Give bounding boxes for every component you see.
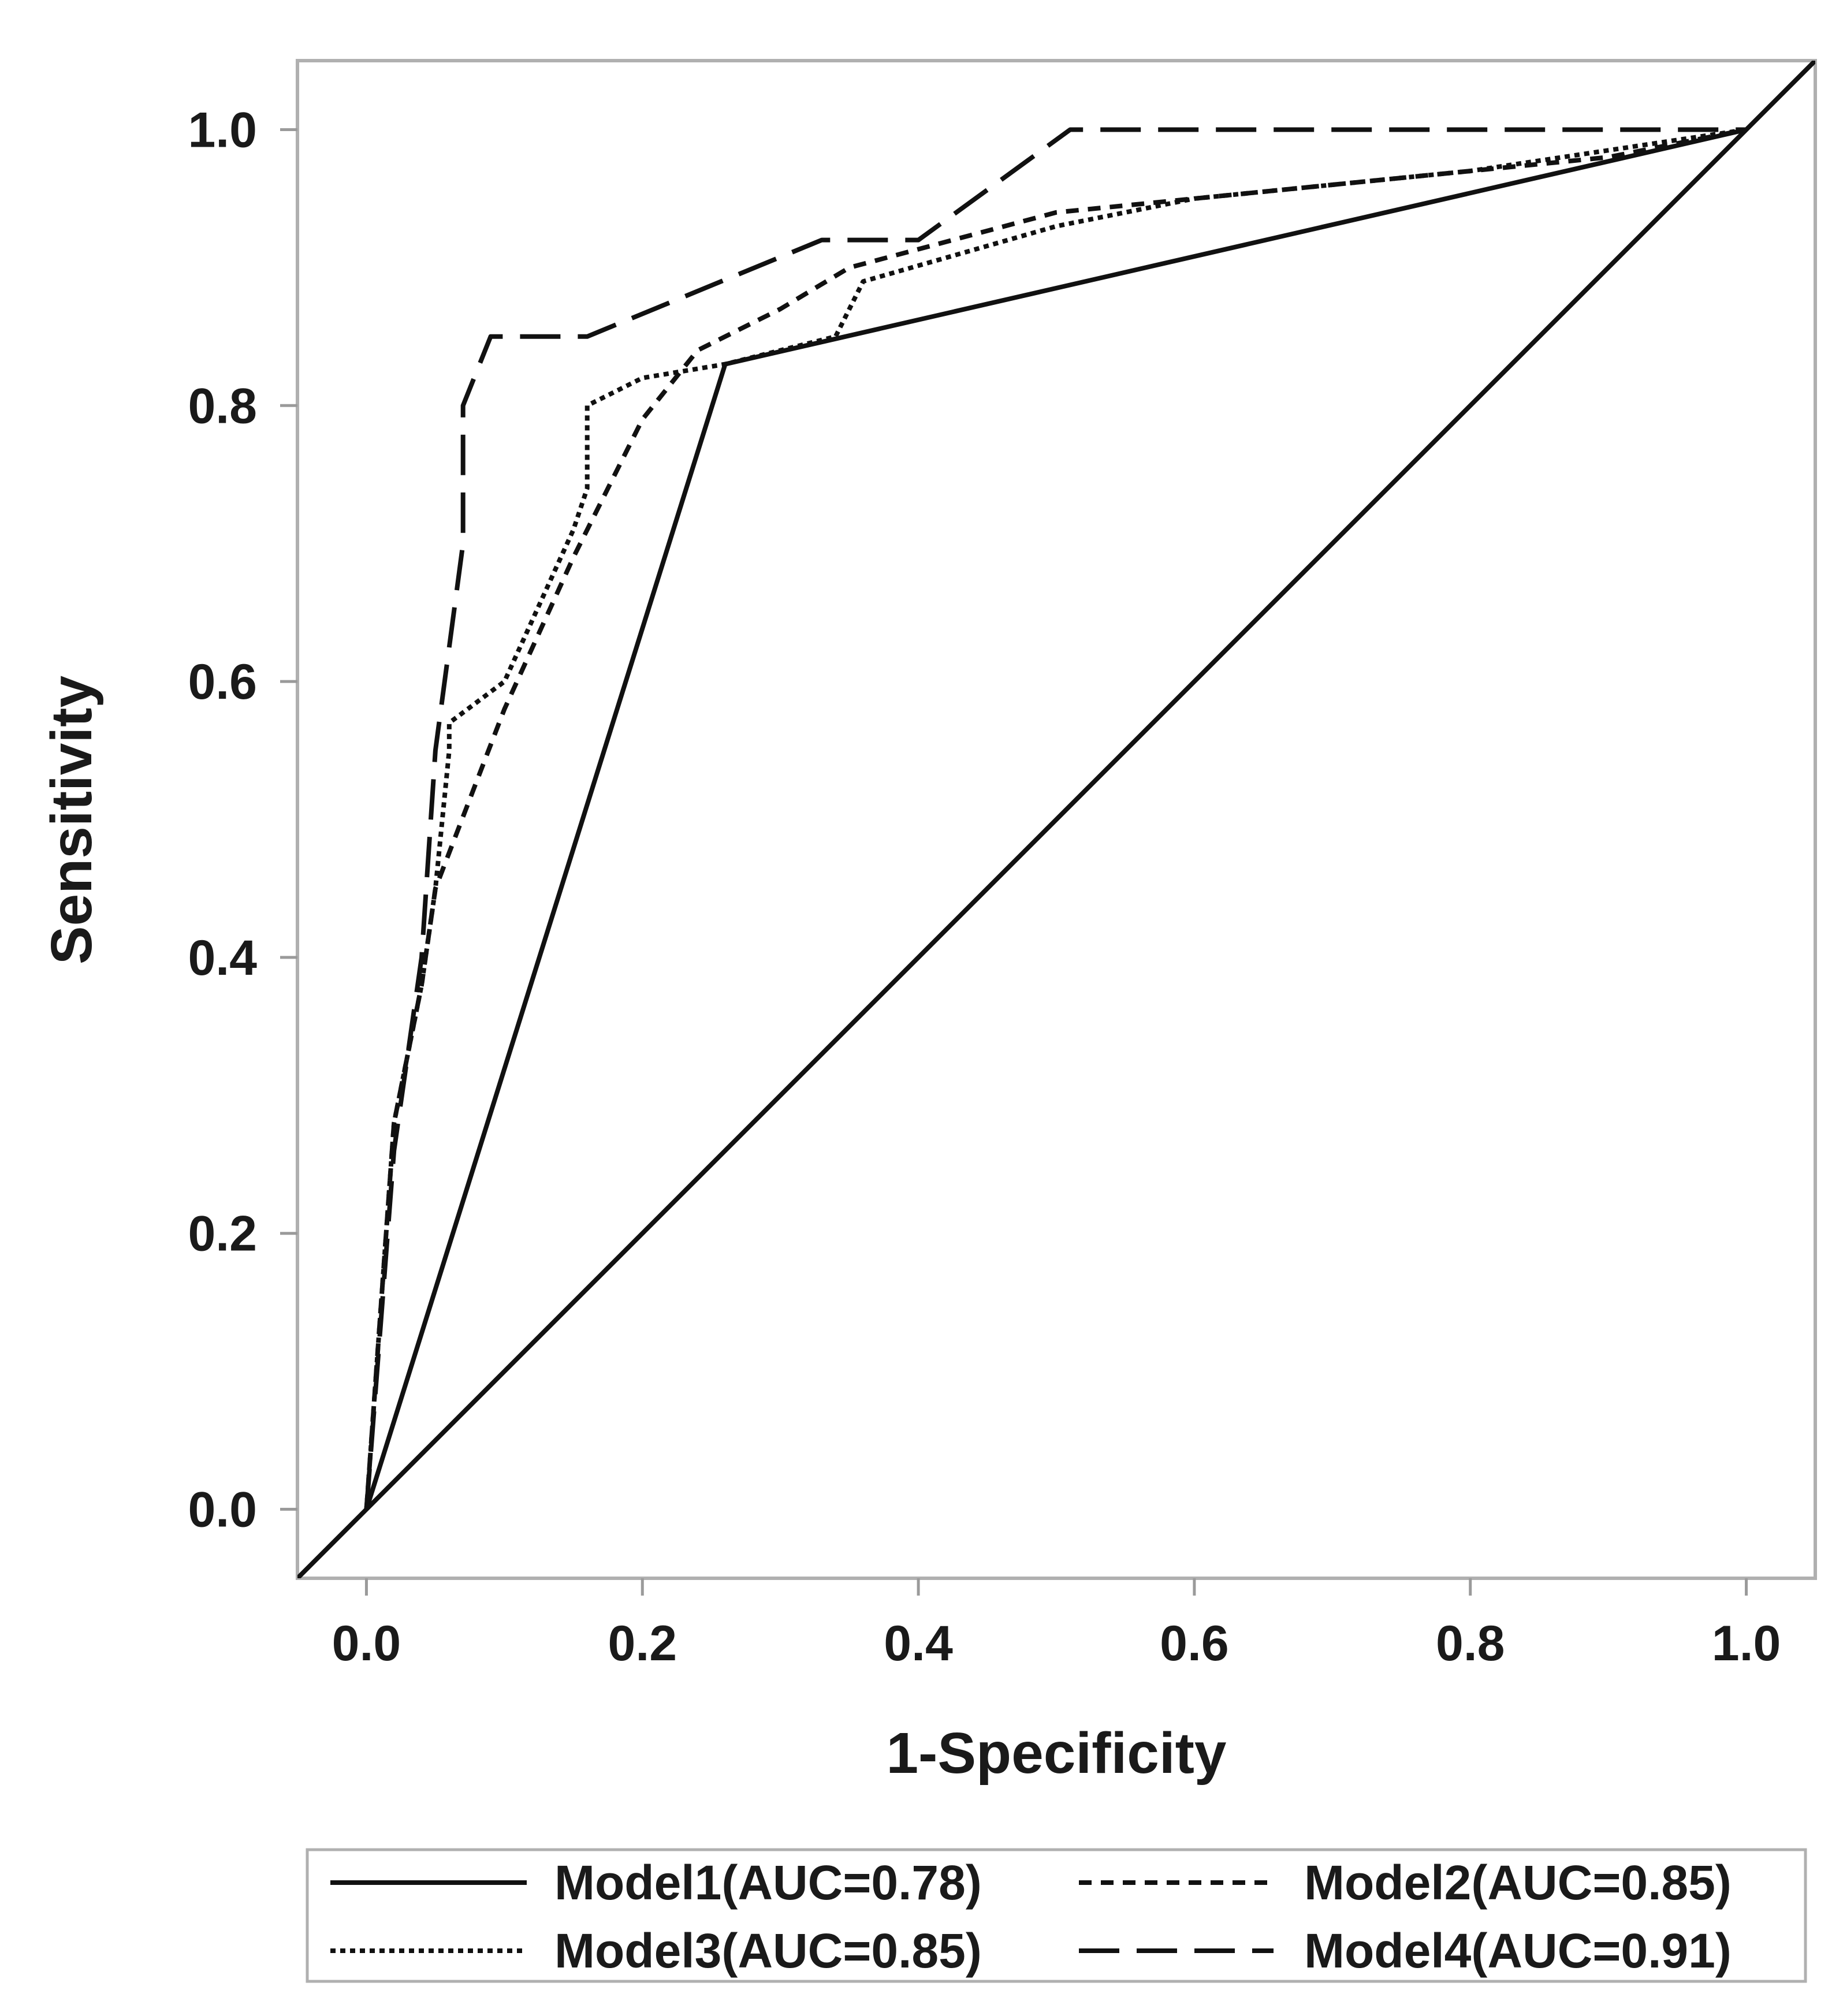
reference-diagonal-line	[297, 61, 1815, 1578]
y-tick-label: 0.4	[188, 930, 257, 986]
x-tick-label: 0.2	[608, 1616, 677, 1671]
x-axis-title: 1-Specificity	[886, 1721, 1226, 1786]
y-tick-label: 0.8	[188, 378, 257, 434]
legend-label-model3: Model3(AUC=0.85)	[554, 1924, 982, 1978]
legend-label-model4: Model4(AUC=0.91)	[1304, 1924, 1732, 1978]
y-tick-label: 0.2	[188, 1206, 257, 1262]
series-line-model3	[364, 127, 1747, 1510]
x-tick-label: 0.0	[332, 1616, 401, 1671]
y-tick-label: 0.6	[188, 654, 257, 710]
x-tick-label: 0.8	[1436, 1616, 1505, 1671]
y-tick-label: 1.0	[188, 102, 257, 158]
legend-label-model1: Model1(AUC=0.78)	[554, 1855, 982, 1910]
legend-label-model2: Model2(AUC=0.85)	[1304, 1855, 1732, 1910]
legend-frame	[306, 1848, 1807, 1983]
x-tick-label: 0.4	[884, 1616, 953, 1671]
x-tick-label: 1.0	[1712, 1616, 1781, 1671]
y-tick-label: 0.0	[188, 1482, 257, 1538]
series-line-model4	[364, 127, 1747, 1510]
y-axis-title: Sensitivity	[39, 676, 104, 965]
legend: Model1(AUC=0.78) Model2(AUC=0.85) Model3(A…	[306, 1848, 1807, 1983]
x-tick-label: 0.6	[1160, 1616, 1229, 1671]
axes: 0.0 0.2 0.4 0.6 0.8 1.0 0.0 0.2 0.4 0.6 0.8 1.0	[188, 102, 1781, 1671]
plot-area	[297, 61, 1815, 1578]
